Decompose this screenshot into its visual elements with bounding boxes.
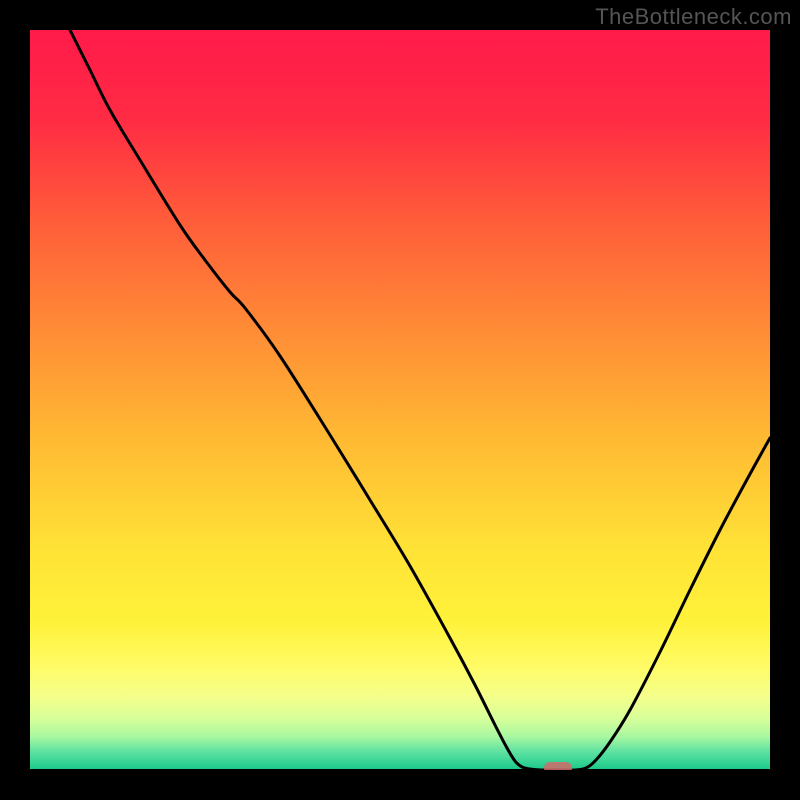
watermark-text: TheBottleneck.com [595,4,792,30]
gradient-background [30,30,770,770]
chart-frame: TheBottleneck.com [0,0,800,800]
optimal-marker [544,762,572,770]
bottleneck-curve-chart [30,30,770,770]
